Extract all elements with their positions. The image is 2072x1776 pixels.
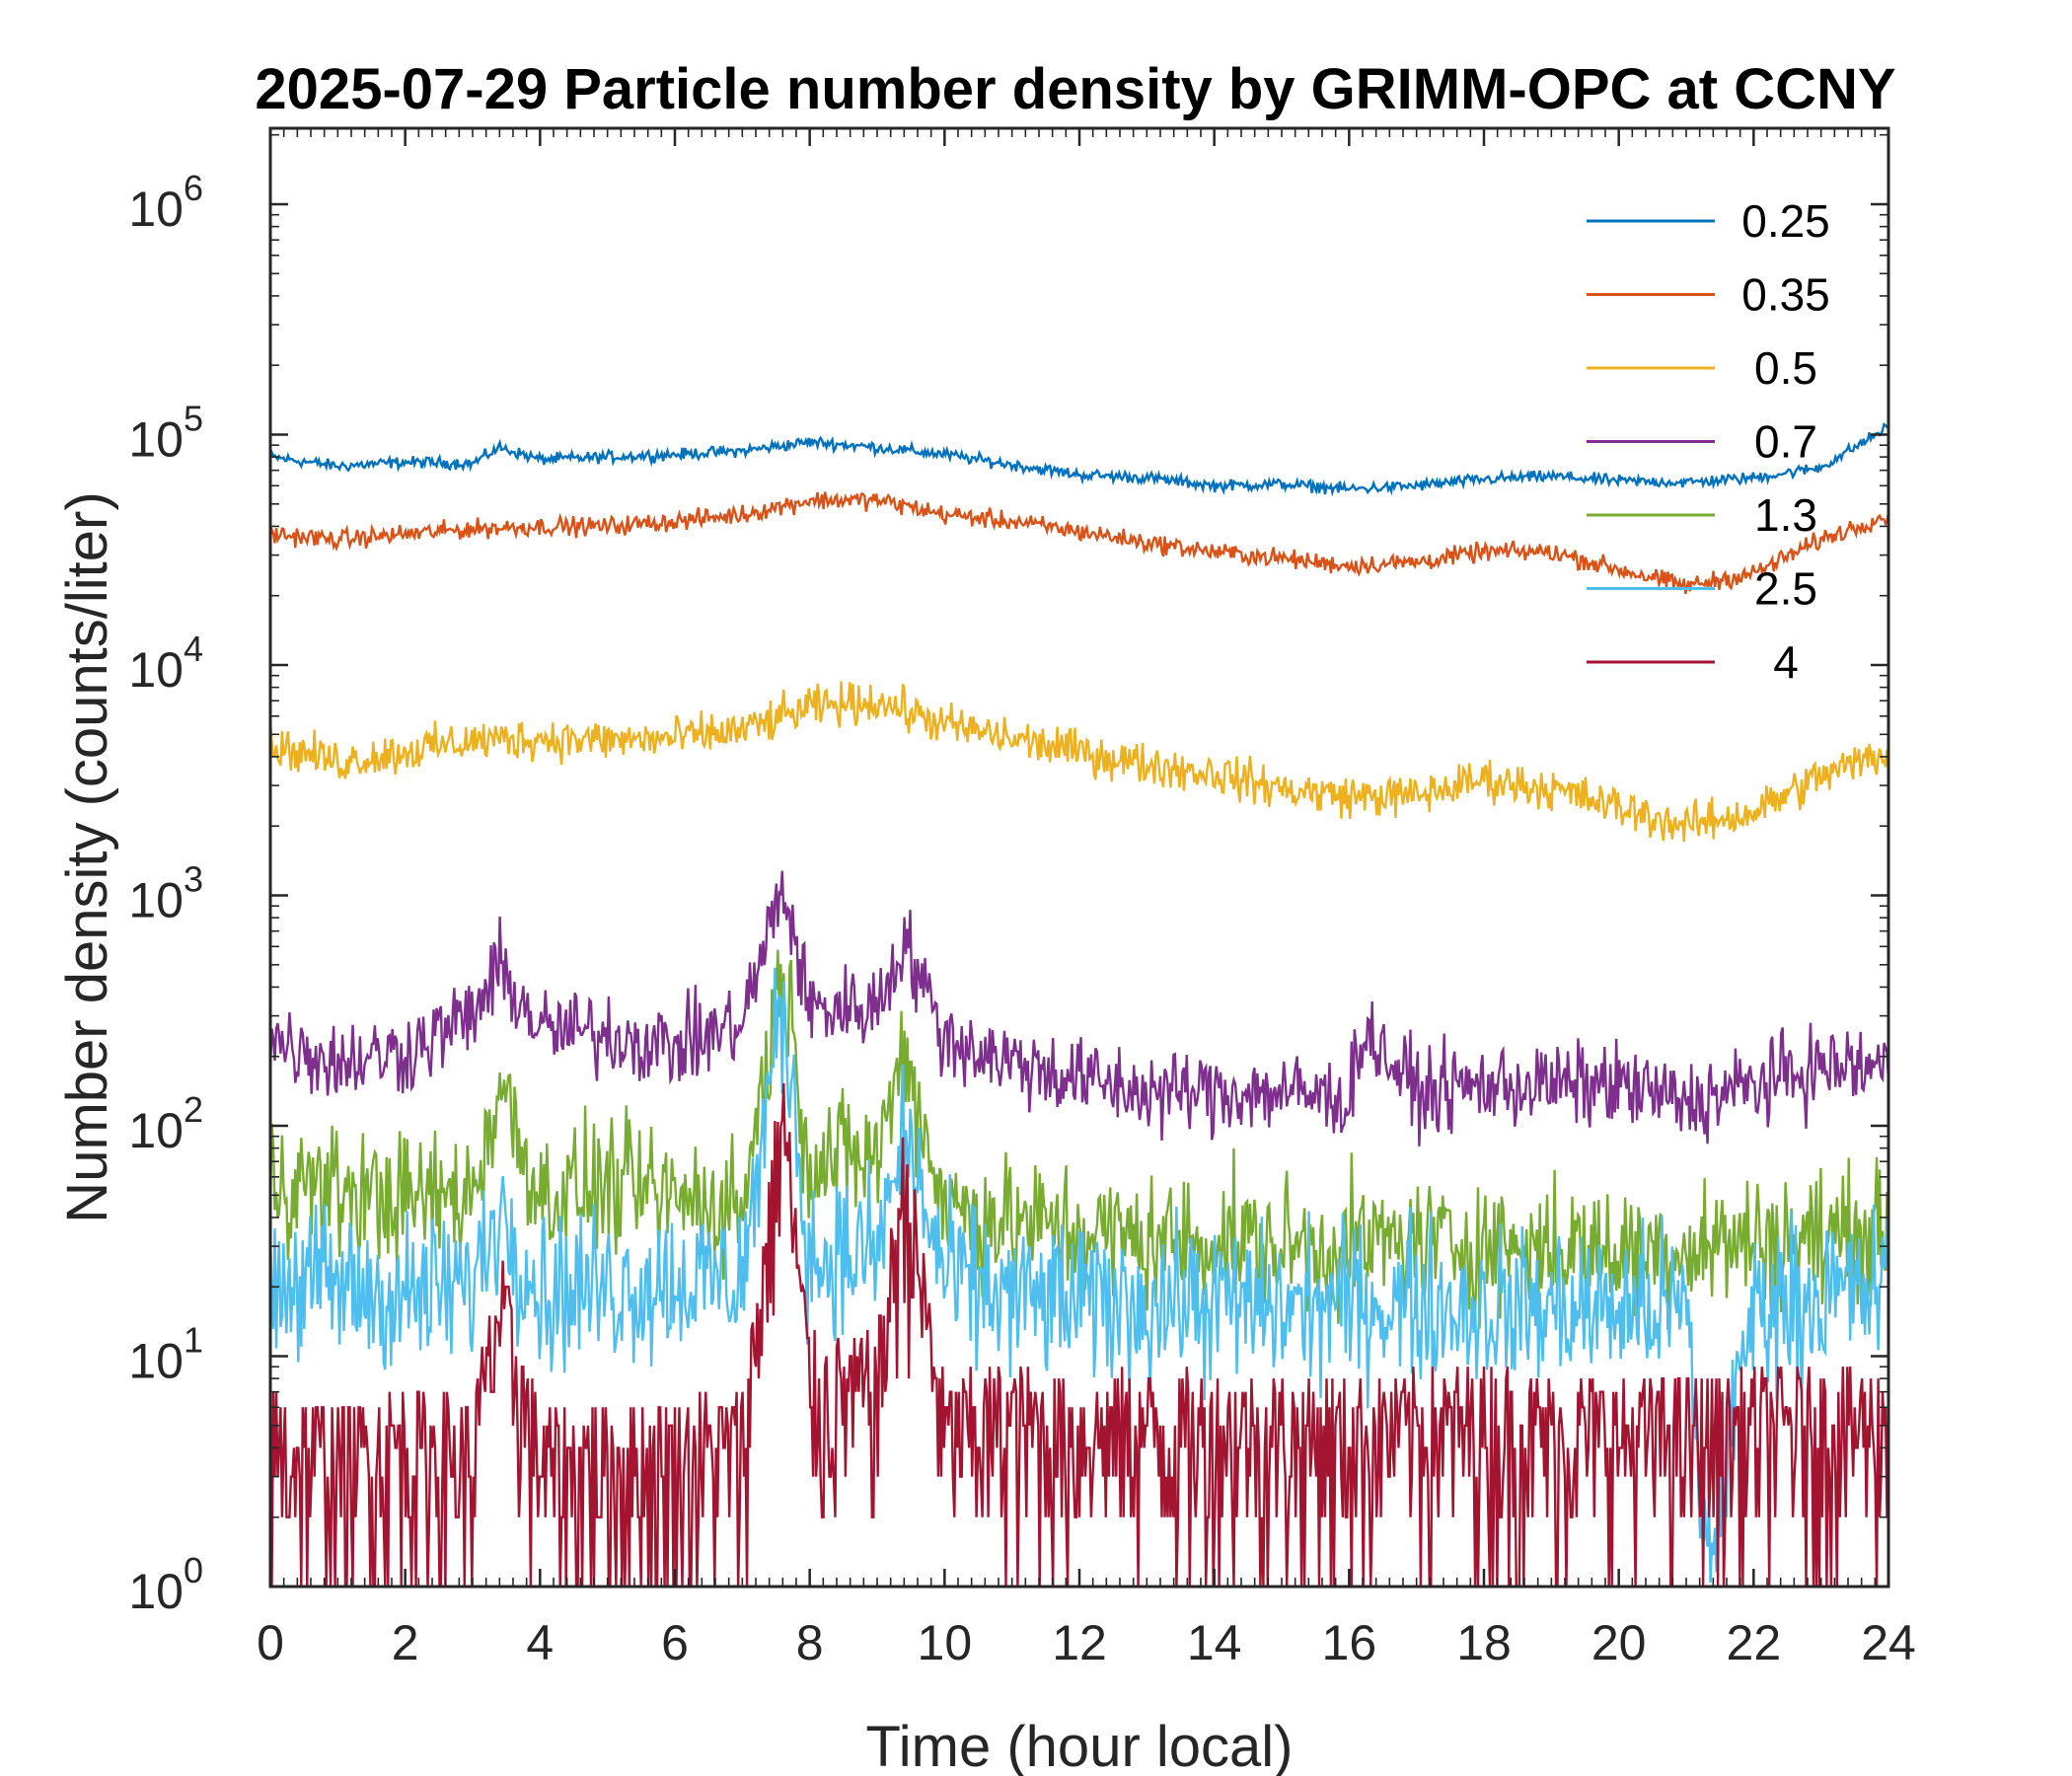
series-line-1-3 [270, 949, 1888, 1330]
x-tick-label: 16 [1322, 1615, 1377, 1670]
y-tick-labels: 100 101 102 103 104 105 106 [128, 168, 203, 1619]
y-tick-label: 106 [128, 168, 203, 237]
legend-label: 2.5 [1754, 563, 1817, 615]
x-tick-label: 8 [796, 1615, 824, 1670]
y-tick-label: 103 [128, 859, 203, 928]
chart-title: 2025-07-29 Particle number density by GR… [255, 57, 1895, 121]
plot-area [268, 126, 1890, 1589]
y-tick-label: 102 [128, 1089, 203, 1158]
x-tick-label: 18 [1456, 1615, 1512, 1670]
x-tick-label: 6 [661, 1615, 689, 1670]
y-axis-label: Number density (counts/liter) [55, 491, 119, 1222]
legend-label: 4 [1773, 636, 1799, 688]
series-line-0-5 [270, 681, 1888, 843]
x-tick-label: 4 [526, 1615, 554, 1670]
y-tick-label: 104 [128, 629, 203, 698]
x-tick-label: 20 [1591, 1615, 1647, 1670]
x-tick-label: 22 [1727, 1615, 1782, 1670]
y-tick-label: 101 [128, 1320, 203, 1389]
series-line-4 [270, 1082, 1888, 1587]
x-tick-label: 0 [257, 1615, 284, 1670]
x-axis-label: Time (hour local) [866, 1715, 1294, 1776]
legend-label: 0.35 [1741, 269, 1830, 321]
plot-frame [268, 126, 1890, 1589]
x-tick-labels: 0 2 4 6 8 10 12 14 16 18 20 22 24 [257, 1615, 1916, 1670]
series-line-2-5 [270, 967, 1888, 1584]
legend: 0.25 0.35 0.5 0.7 1.3 2.5 4 [1587, 195, 1830, 688]
y-tick-label: 100 [128, 1550, 203, 1619]
y-tick-label: 105 [128, 399, 203, 468]
series-line-0-35 [270, 491, 1888, 595]
x-tick-label: 14 [1187, 1615, 1242, 1670]
series-line-0-7 [270, 870, 1888, 1147]
legend-label: 0.25 [1741, 195, 1830, 247]
legend-label: 0.5 [1754, 342, 1817, 394]
x-tick-label: 12 [1052, 1615, 1107, 1670]
x-tick-label: 2 [392, 1615, 419, 1670]
series-layer [270, 422, 1888, 1587]
x-tick-label: 10 [918, 1615, 973, 1670]
legend-label: 1.3 [1754, 489, 1817, 541]
legend-label: 0.7 [1754, 416, 1817, 468]
x-tick-label: 24 [1861, 1615, 1916, 1670]
series-line-0-25 [270, 422, 1888, 497]
